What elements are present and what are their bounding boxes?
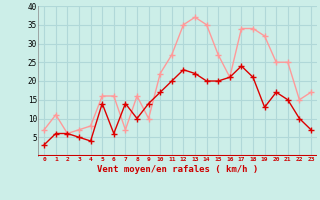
X-axis label: Vent moyen/en rafales ( km/h ): Vent moyen/en rafales ( km/h ) bbox=[97, 165, 258, 174]
